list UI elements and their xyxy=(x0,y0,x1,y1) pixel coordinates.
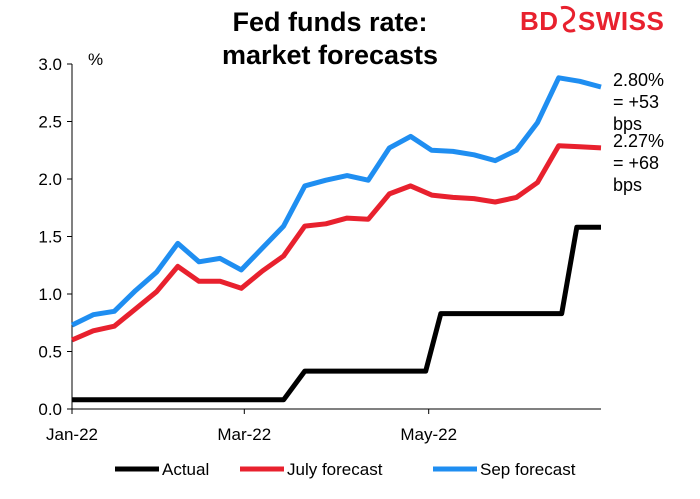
y-tick-label: 0.0 xyxy=(38,400,62,419)
series-line-sep-forecast xyxy=(70,75,602,328)
brand-logo-text-right: SWISS xyxy=(578,6,664,36)
y-tick-label: 2.0 xyxy=(38,170,62,189)
legend: Actual July forecast Sep forecast xyxy=(115,460,576,479)
y-axis-ticks: 0.0 0.5 1.0 1.5 2.0 2.5 3.0 xyxy=(38,55,72,419)
annotation-text: bps xyxy=(613,175,642,195)
unit-label: % xyxy=(88,50,103,69)
annotation-text: 2.80% xyxy=(613,70,664,90)
series-line-july-forecast xyxy=(71,143,602,343)
legend-label-july-forecast: July forecast xyxy=(287,460,383,479)
annotation-text: 2.27% xyxy=(613,131,664,151)
legend-label-sep-forecast: Sep forecast xyxy=(480,460,576,479)
x-tick-label: May-22 xyxy=(400,425,457,444)
chart-title-line-1: Fed funds rate: xyxy=(232,7,427,37)
y-tick-label: 0.5 xyxy=(38,343,62,362)
annotation-text: bps xyxy=(613,114,642,134)
y-tick-label: 1.0 xyxy=(38,285,62,304)
data-series xyxy=(70,75,602,403)
x-tick-label: Mar-22 xyxy=(217,425,271,444)
annotation-text: = +53 xyxy=(613,92,659,112)
brand-logo: BD SWISS xyxy=(520,6,664,36)
y-tick-label: 3.0 xyxy=(38,55,62,74)
chart-title-line-2: market forecasts xyxy=(222,40,438,70)
x-tick-label: Jan-22 xyxy=(46,425,98,444)
annotation-text: = +68 xyxy=(613,153,659,173)
series-line-actual xyxy=(72,224,601,403)
x-axis-ticks: Jan-22 Mar-22 May-22 xyxy=(46,409,457,444)
logo-swoosh-icon xyxy=(560,6,576,33)
brand-logo-text-left: BD xyxy=(520,6,559,36)
y-tick-label: 1.5 xyxy=(38,228,62,247)
legend-label-actual: Actual xyxy=(162,460,209,479)
y-tick-label: 2.5 xyxy=(38,113,62,132)
